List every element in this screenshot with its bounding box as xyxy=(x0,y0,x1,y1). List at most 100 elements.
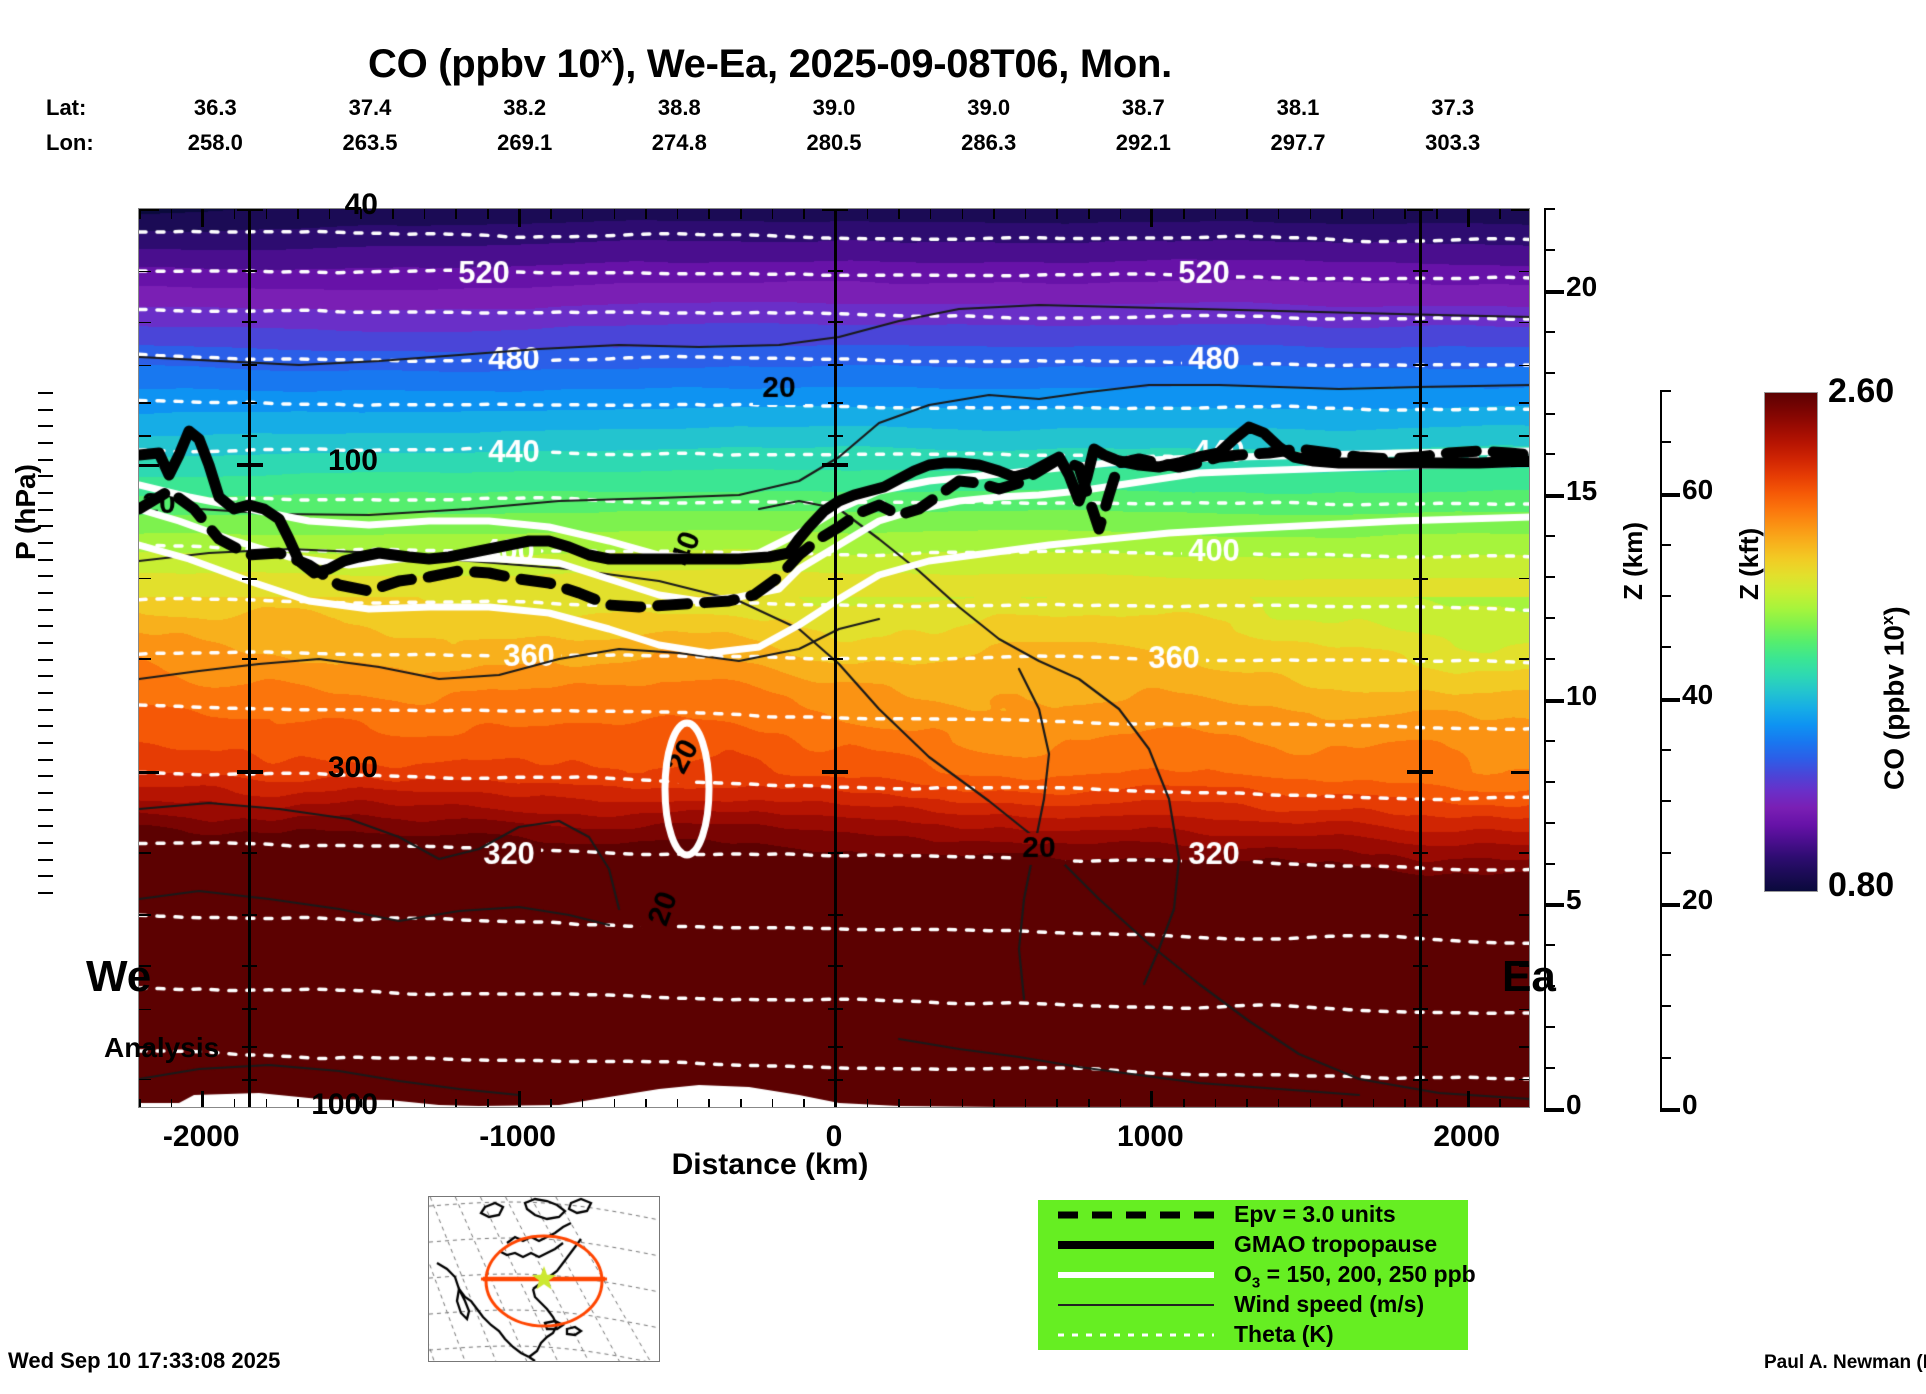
axis-tick xyxy=(139,965,151,968)
reference-line-tick xyxy=(242,1008,258,1011)
axis-tick xyxy=(1056,1099,1058,1107)
colorbar-max-label: 2.60 xyxy=(1828,372,1895,410)
axis-tick xyxy=(1499,209,1501,219)
cross-section-plot[interactable] xyxy=(138,208,1530,1108)
z-km-tick xyxy=(1544,985,1555,988)
colorbar-tick xyxy=(38,408,53,411)
colorbar-tick xyxy=(38,592,53,594)
title-suffix: ), We-Ea, 2025-09-08T06, Mon. xyxy=(612,42,1172,86)
reference-line-tick xyxy=(1407,770,1434,775)
axis-tick xyxy=(993,1099,995,1107)
x-axis-label: Distance (km) xyxy=(671,1148,869,1181)
latitude-value: 37.4 xyxy=(348,95,392,120)
z-kft-tick xyxy=(1660,749,1671,751)
axis-tick xyxy=(1519,965,1529,968)
axis-tick xyxy=(1119,209,1122,219)
colorbar-tick xyxy=(38,525,53,528)
latitude-value: 38.1 xyxy=(1276,95,1320,120)
axis-tick xyxy=(1372,1099,1375,1107)
axis-tick xyxy=(423,1099,426,1107)
axis-tick xyxy=(455,209,457,219)
z-km-tick xyxy=(1544,739,1555,742)
reference-line-tick xyxy=(1407,209,1434,211)
z-kft-tick xyxy=(1660,851,1671,854)
colorbar-tick xyxy=(38,825,53,828)
axis-tick xyxy=(961,209,964,219)
z-kft-tick xyxy=(1660,800,1671,803)
reference-line-tick xyxy=(236,770,263,775)
axis-tick xyxy=(1341,1099,1343,1107)
z-km-tick xyxy=(1544,862,1555,865)
page-title: CO (ppbv 10x), We-Ea, 2025-09-08T06, Mon… xyxy=(0,42,1540,87)
reference-line-tick xyxy=(1407,463,1434,468)
theta-dotted-line-icon xyxy=(1058,1333,1214,1337)
z-kft-tick xyxy=(1660,441,1671,444)
axis-tick xyxy=(1519,577,1529,580)
z-km-tick xyxy=(1544,453,1555,456)
epv-dashed-line-icon xyxy=(1058,1211,1214,1219)
axis-tick xyxy=(139,364,151,367)
x-axis-tick-label: 0 xyxy=(825,1120,843,1153)
axis-tick xyxy=(1466,1091,1470,1107)
axis-tick xyxy=(771,1099,774,1107)
z-km-tick xyxy=(1544,658,1555,660)
axis-tick xyxy=(487,209,489,219)
axis-tick xyxy=(1519,1008,1529,1011)
axis-tick xyxy=(1519,1045,1529,1048)
x-axis-tick-label: 2000 xyxy=(1433,1120,1501,1153)
z-km-tick xyxy=(1544,617,1555,620)
latitude-value: 39.0 xyxy=(967,95,1011,120)
legend-label-epv: Epv = 3.0 units xyxy=(1234,1201,1396,1227)
reference-line-tick xyxy=(822,463,848,468)
inset-location-map[interactable] xyxy=(428,1196,660,1362)
reference-line-tick xyxy=(242,1078,258,1081)
reference-line-tick xyxy=(1412,1078,1428,1081)
reference-line-tick xyxy=(236,463,263,468)
z-km-tick-label: 5 xyxy=(1566,884,1582,916)
colorbar-title-prefix: CO (ppbv 10 xyxy=(1878,625,1910,790)
z-km-tick-label: 15 xyxy=(1566,475,1598,507)
x-axis-tick-label: -1000 xyxy=(479,1120,556,1153)
axis-tick xyxy=(328,1099,331,1107)
reference-line-tick xyxy=(1412,851,1428,854)
axis-tick xyxy=(1246,1099,1248,1107)
axis-tick xyxy=(1436,209,1438,219)
x-axis-tick-label: 1000 xyxy=(1116,1120,1184,1153)
reference-line-tick xyxy=(1412,1045,1428,1048)
z-kft-tick xyxy=(1660,492,1680,497)
axis-tick xyxy=(961,1099,964,1107)
reference-line-tick xyxy=(1412,434,1428,437)
latitude-value: 38.2 xyxy=(503,95,547,120)
z-km-tick xyxy=(1544,289,1564,294)
colorbar-tick xyxy=(38,508,53,511)
axis-tick xyxy=(1511,770,1529,774)
axis-tick xyxy=(740,209,742,219)
ozone-white-line-icon xyxy=(1058,1272,1214,1278)
axis-tick xyxy=(1519,852,1529,854)
axis-tick xyxy=(1511,1108,1530,1109)
z-kft-tick-label: 40 xyxy=(1682,678,1714,710)
colorbar-tick xyxy=(38,558,53,561)
axis-tick xyxy=(360,209,362,219)
legend-item-wind: Wind speed (m/s) xyxy=(1038,1290,1468,1320)
axis-tick xyxy=(139,321,151,324)
axis-tick xyxy=(1519,435,1529,437)
axis-tick xyxy=(139,914,151,917)
axis-tick xyxy=(139,1008,151,1011)
z-km-tick-label: 20 xyxy=(1566,270,1598,302)
z-km-tick xyxy=(1544,576,1555,579)
colorbar-tick xyxy=(38,808,53,811)
axis-tick xyxy=(1119,1099,1122,1107)
axis-tick xyxy=(1056,209,1058,219)
reference-line-tick xyxy=(1407,1107,1433,1108)
axis-tick xyxy=(455,1099,457,1107)
z-kft-tick xyxy=(1660,595,1671,598)
axis-tick xyxy=(1519,658,1529,660)
reference-line-tick xyxy=(1412,577,1428,580)
colorbar-gradient xyxy=(1764,392,1818,892)
colorbar-tick xyxy=(38,892,53,894)
z-km-tick xyxy=(1544,208,1555,210)
axis-tick xyxy=(139,658,151,660)
axis-tick xyxy=(139,852,151,854)
z-kft-tick xyxy=(1660,1056,1671,1059)
